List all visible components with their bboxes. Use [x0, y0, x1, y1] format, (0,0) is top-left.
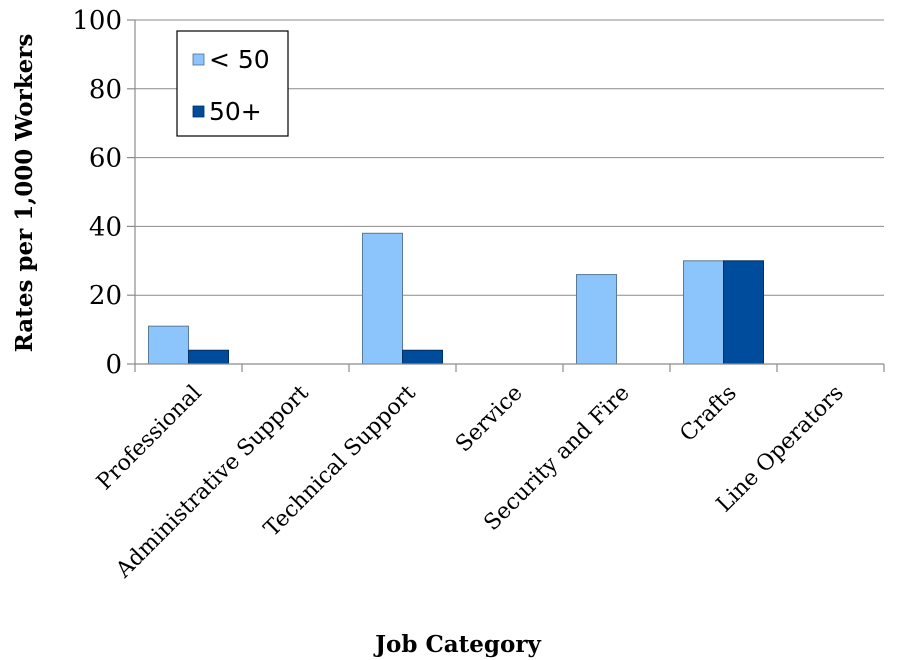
x-tick-label: Administrative Support — [111, 380, 314, 583]
x-axis-label: Job Category — [373, 631, 541, 658]
y-axis-label: Rates per 1,000 Workers — [11, 34, 38, 353]
x-tick-label: Professional — [92, 381, 206, 495]
y-tick-label: 20 — [89, 281, 122, 311]
bar-50-plus-professional — [188, 349, 229, 365]
y-tick-label: 80 — [89, 75, 122, 105]
bar-under-50-professional — [148, 325, 189, 365]
y-tick-label: 0 — [105, 350, 122, 380]
y-tick-label: 40 — [89, 212, 122, 242]
y-tick-labels: 0 20 40 60 80 100 — [72, 6, 122, 380]
legend-swatch-under-50 — [192, 53, 205, 66]
legend-label-50-plus: 50+ — [209, 97, 262, 126]
y-tick-label: 100 — [72, 6, 122, 36]
bars — [148, 232, 764, 365]
legend-box — [176, 30, 289, 137]
bar-under-50-technical-support — [362, 232, 403, 365]
x-tick-label: Service — [451, 381, 528, 458]
bar-under-50-crafts — [683, 260, 724, 365]
bar-50-plus-crafts — [723, 260, 764, 365]
legend: < 50 50+ — [176, 30, 289, 137]
bar-under-50-security-and-fire — [576, 274, 617, 365]
legend-swatch-50-plus — [192, 105, 205, 118]
bar-50-plus-technical-support — [402, 349, 443, 365]
axes — [127, 19, 885, 372]
x-tick-label: Crafts — [675, 381, 741, 447]
y-tick-label: 60 — [89, 144, 122, 174]
legend-label-under-50: < 50 — [209, 45, 270, 74]
